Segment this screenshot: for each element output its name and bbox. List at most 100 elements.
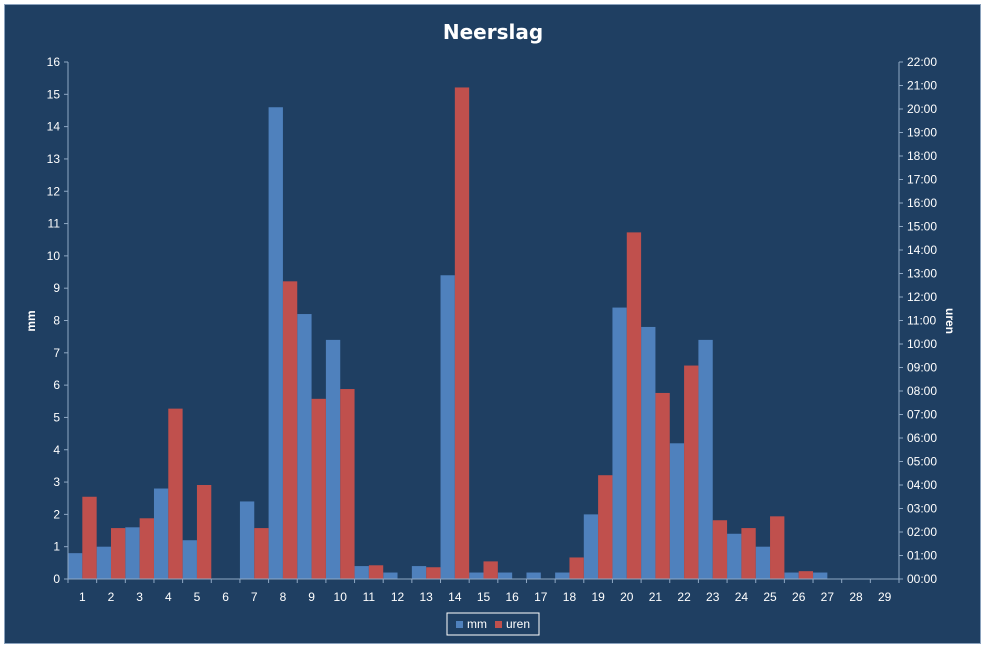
y2-tick-label: 13:00 (907, 267, 937, 281)
y-tick-label: 0 (53, 572, 60, 586)
y-tick-label: 4 (53, 443, 60, 457)
y2-tick-label: 04:00 (907, 478, 937, 492)
x-tick-label: 2 (108, 590, 115, 604)
y-tick-label: 2 (53, 507, 60, 521)
bar-uren-1 (82, 496, 97, 579)
y2-tick-label: 09:00 (907, 361, 937, 375)
x-tick-label: 7 (251, 590, 258, 604)
chart-title: Neerslag (443, 20, 543, 44)
legend-label-uren: uren (506, 617, 530, 631)
x-tick-label: 20 (620, 590, 634, 604)
x-tick-label: 19 (591, 590, 605, 604)
bar-uren-20 (626, 232, 642, 580)
bar-mm-17 (526, 572, 541, 579)
bar-mm-5 (182, 540, 197, 579)
y-tick-label: 13 (47, 152, 61, 166)
bar-uren-5 (196, 485, 212, 579)
bar-uren-18 (569, 557, 584, 579)
y2-tick-label: 05:00 (907, 455, 937, 469)
bar-mm-24 (727, 533, 742, 579)
y2-tick-label: 01:00 (907, 549, 937, 563)
x-tick-label: 24 (735, 590, 749, 604)
x-tick-label: 27 (821, 590, 835, 604)
y-tick-label: 15 (47, 87, 61, 101)
chart-canvas: Neerslag mm uren 01234567891011121314151… (24, 20, 957, 636)
x-tick-label: 28 (849, 590, 863, 604)
bar-mm-14 (440, 275, 455, 579)
x-tick-label: 21 (649, 590, 663, 604)
y2-tick-label: 12:00 (907, 290, 937, 304)
bar-uren-3 (139, 518, 154, 579)
legend-swatch-mm (456, 621, 463, 628)
y-tick-label: 8 (53, 314, 60, 328)
x-tick-label: 1 (79, 590, 86, 604)
x-tick-label: 6 (222, 590, 229, 604)
bar-mm-10 (325, 339, 341, 579)
y2-tick-label: 16:00 (907, 196, 937, 210)
x-tick-label: 11 (363, 590, 376, 604)
legend-box (446, 612, 540, 636)
x-tick-label: 12 (391, 590, 405, 604)
legend-swatch-uren (495, 621, 502, 628)
bar-mm-21 (641, 326, 656, 579)
bar-uren-11 (368, 565, 384, 579)
bar-uren-21 (655, 392, 670, 579)
y2-tick-label: 06:00 (907, 431, 937, 445)
y2-tick-label: 18:00 (907, 149, 937, 163)
y2-tick-label: 10:00 (907, 337, 937, 351)
x-tick-label: 29 (878, 590, 892, 604)
bar-mm-25 (755, 546, 771, 579)
bar-uren-8 (282, 281, 298, 579)
legend: mm uren (446, 612, 540, 636)
chart-area: Neerslag mm uren 0 1 2 3 4 5 6 7 8 9 10 11 12 13 14 15 1… (4, 4, 981, 644)
y2-tick-label: 22:00 (907, 55, 937, 69)
bar-uren-25 (770, 516, 785, 579)
x-tick-label: 13 (420, 590, 434, 604)
y2-tick-label: 07:00 (907, 408, 937, 422)
bar-mm-7 (239, 501, 255, 579)
y2-tick-label: 03:00 (907, 502, 937, 516)
bar-mm-4 (153, 488, 169, 579)
bar-mm-23 (698, 339, 713, 579)
x-tick-label: 9 (308, 590, 315, 604)
x-tick-label: 22 (677, 590, 691, 604)
x-tick-label: 16 (505, 590, 519, 604)
bar-uren-26 (798, 571, 814, 579)
bar-mm-27 (813, 572, 828, 579)
y-tick-label: 7 (53, 346, 60, 360)
y2-tick-label: 17:00 (907, 173, 937, 187)
y-tick-label: 9 (53, 281, 60, 295)
bar-uren-9 (311, 398, 326, 579)
y2-tick-label: 00:00 (907, 572, 937, 586)
bar-mm-11 (354, 566, 369, 579)
x-tick-label: 17 (534, 590, 548, 604)
bar-mm-12 (383, 572, 398, 579)
x-tick-label: 8 (280, 590, 287, 604)
y-tick-label: 1 (53, 540, 60, 554)
bar-mm-16 (497, 572, 513, 579)
bar-mm-1 (68, 553, 83, 579)
bar-uren-15 (483, 561, 498, 580)
y-tick-label: 12 (47, 184, 61, 198)
y-tick-label: 6 (53, 378, 60, 392)
y2-tick-label: 14:00 (907, 243, 937, 257)
bar-mm-22 (669, 443, 685, 579)
x-tick-label: 14 (448, 590, 462, 604)
y2-tick-label: 08:00 (907, 384, 937, 398)
y2-tick-label: 02:00 (907, 525, 937, 539)
bar-uren-13 (426, 567, 441, 579)
bar-mm-2 (96, 546, 111, 579)
bar-uren-19 (598, 475, 613, 579)
x-tick-label: 4 (165, 590, 172, 604)
bar-mm-8 (268, 107, 283, 580)
bar-uren-10 (340, 389, 355, 579)
x-tick-label: 10 (334, 590, 348, 604)
bar-uren-22 (684, 365, 699, 579)
y-tick-label: 3 (53, 475, 60, 489)
x-tick-label: 15 (477, 590, 491, 604)
bar-uren-24 (741, 528, 756, 579)
y-tick-label: 5 (53, 410, 60, 424)
x-tick-label: 26 (792, 590, 806, 604)
bar-mm-19 (583, 514, 599, 580)
bar-mm-20 (612, 307, 627, 579)
